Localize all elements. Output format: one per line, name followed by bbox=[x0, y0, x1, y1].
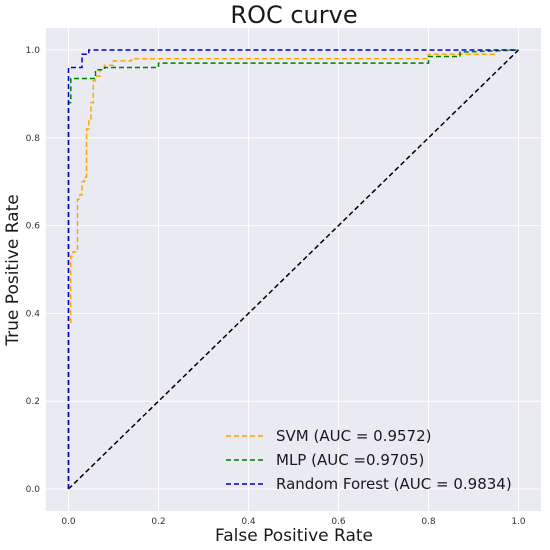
y-axis-label: True Positive Rate bbox=[3, 194, 23, 346]
x-tick-labels: 0.0 0.2 0.4 0.6 0.8 1.0 bbox=[61, 517, 526, 527]
reference-diagonal-line bbox=[67, 49, 520, 490]
chart-title: ROC curve bbox=[230, 1, 357, 29]
series-line-2 bbox=[67, 49, 519, 489]
y-tick-label: 1.0 bbox=[26, 46, 41, 56]
y-tick-label: 0.8 bbox=[26, 134, 41, 144]
x-tick-label: 0.4 bbox=[241, 517, 256, 527]
y-tick-label: 0.6 bbox=[26, 222, 41, 232]
legend: SVM (AUC = 0.9572) MLP (AUC =0.9705) Rando… bbox=[226, 427, 512, 493]
series-line-0 bbox=[67, 49, 519, 489]
legend-label: Random Forest (AUC = 0.9834) bbox=[276, 475, 512, 493]
legend-label: MLP (AUC =0.9705) bbox=[276, 451, 424, 469]
y-tick-labels: 0.0 0.2 0.4 0.6 0.8 1.0 bbox=[26, 46, 41, 495]
y-tick-label: 0.2 bbox=[26, 397, 40, 407]
legend-label: SVM (AUC = 0.9572) bbox=[276, 427, 432, 445]
x-tick-label: 0.0 bbox=[61, 517, 76, 527]
grid-lines bbox=[46, 28, 541, 511]
x-tick-label: 1.0 bbox=[511, 517, 526, 527]
series-lines bbox=[67, 49, 520, 490]
y-tick-label: 0.4 bbox=[26, 309, 41, 319]
x-tick-label: 0.8 bbox=[421, 517, 436, 527]
y-tick-label: 0.0 bbox=[26, 485, 41, 495]
x-tick-label: 0.2 bbox=[151, 517, 165, 527]
x-tick-label: 0.6 bbox=[331, 517, 346, 527]
x-axis-label: False Positive Rate bbox=[215, 526, 373, 546]
series-line-1 bbox=[67, 49, 519, 489]
